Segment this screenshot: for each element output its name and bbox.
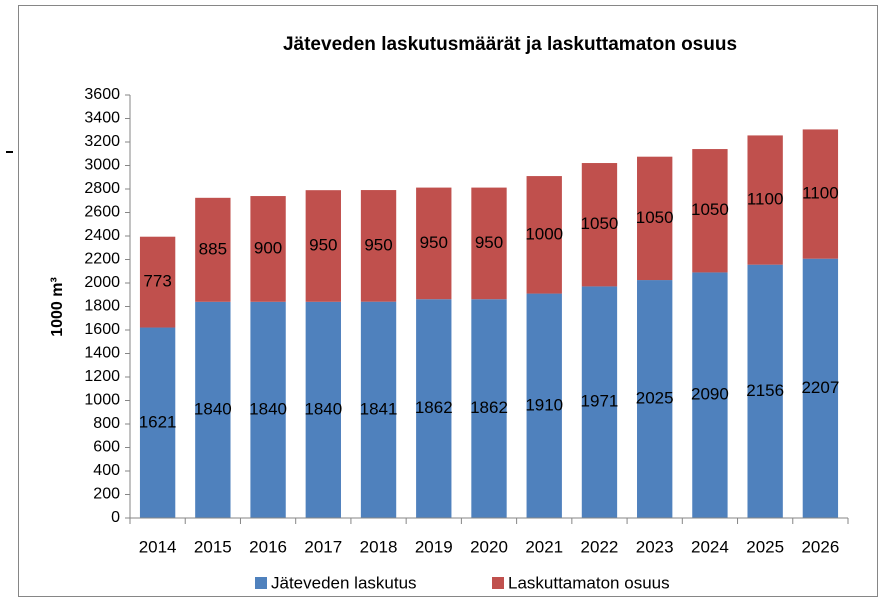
bar-segment bbox=[416, 187, 452, 300]
bar-segment bbox=[250, 196, 286, 302]
y-tick-label: 1400 bbox=[84, 345, 120, 362]
y-tick-label: 3400 bbox=[84, 110, 120, 127]
y-tick-label: 1800 bbox=[84, 298, 120, 315]
x-tick-label: 2024 bbox=[691, 537, 729, 556]
x-tick-label: 2019 bbox=[415, 537, 453, 556]
data-label: 1100 bbox=[802, 184, 839, 203]
data-label: 950 bbox=[364, 235, 392, 254]
y-tick-label: 400 bbox=[93, 462, 120, 479]
data-label: 950 bbox=[475, 233, 503, 252]
bar-segment bbox=[581, 163, 618, 287]
legend-swatch bbox=[255, 577, 267, 589]
y-tick-label: 1000 bbox=[84, 392, 120, 409]
bar-segment bbox=[305, 301, 341, 518]
chart-title: Jäteveden laskutusmäärät ja laskuttamato… bbox=[283, 34, 737, 55]
y-tick-label: 3600 bbox=[84, 86, 120, 103]
y-tick-label: 1200 bbox=[84, 368, 120, 385]
data-label: 1050 bbox=[581, 214, 619, 233]
bar-segment bbox=[637, 280, 673, 518]
data-label: 2025 bbox=[636, 389, 674, 408]
data-label: 1841 bbox=[360, 399, 398, 418]
y-tick-label: 2000 bbox=[84, 274, 120, 291]
legend-swatch bbox=[492, 577, 504, 589]
data-label: 1100 bbox=[747, 190, 784, 209]
y-tick-label: 2600 bbox=[84, 204, 120, 221]
bar-segment bbox=[526, 293, 562, 518]
bar-segment bbox=[637, 156, 673, 281]
bar-segment bbox=[692, 149, 728, 273]
data-label: 1971 bbox=[581, 392, 619, 411]
y-tick-label: 600 bbox=[93, 439, 120, 456]
bar-segment bbox=[802, 258, 839, 518]
data-label: 950 bbox=[420, 233, 448, 252]
bar-segment bbox=[195, 301, 231, 518]
data-label: 950 bbox=[309, 235, 337, 254]
bar-segment bbox=[802, 129, 839, 259]
data-label: 1050 bbox=[691, 200, 729, 219]
y-tick-label: 2400 bbox=[84, 227, 120, 244]
bar-segment bbox=[195, 197, 231, 302]
bar-segment bbox=[139, 327, 176, 518]
y-tick-label: 200 bbox=[93, 486, 120, 503]
data-label: 900 bbox=[254, 238, 282, 257]
bar-segment bbox=[360, 301, 397, 518]
y-tick-label: 2200 bbox=[84, 251, 120, 268]
y-axis-label: 1000 m³ bbox=[49, 277, 66, 337]
bar-segment bbox=[692, 272, 728, 518]
bar-segment bbox=[471, 299, 507, 518]
y-tick-label: 3000 bbox=[84, 157, 120, 174]
x-tick-label: 2017 bbox=[304, 537, 342, 556]
y-tick-label: 0 bbox=[111, 509, 120, 526]
x-tick-label: 2023 bbox=[636, 537, 674, 556]
data-label: 1621 bbox=[139, 412, 177, 431]
data-label: 1840 bbox=[304, 399, 342, 418]
x-tick-label: 2018 bbox=[360, 537, 398, 556]
data-label: 885 bbox=[199, 239, 227, 258]
data-label: 1000 bbox=[525, 224, 563, 243]
x-tick-label: 2021 bbox=[525, 537, 563, 556]
bar-segment bbox=[360, 190, 397, 302]
data-label: 1862 bbox=[415, 398, 453, 417]
x-tick-label: 2016 bbox=[249, 537, 287, 556]
legend-label: Laskuttamaton osuus bbox=[508, 573, 670, 592]
data-label: 1840 bbox=[194, 399, 232, 418]
data-label: 1050 bbox=[636, 208, 674, 227]
x-tick-label: 2026 bbox=[801, 537, 839, 556]
bar-segment bbox=[471, 187, 507, 300]
y-tick-label: 3200 bbox=[84, 133, 120, 150]
x-tick-label: 2022 bbox=[581, 537, 619, 556]
bar-segment bbox=[416, 299, 452, 518]
x-tick-label: 2020 bbox=[470, 537, 508, 556]
data-label: 1862 bbox=[470, 398, 508, 417]
legend-label: Jäteveden laskutus bbox=[271, 573, 417, 592]
data-label: 2207 bbox=[801, 378, 839, 397]
bar-segment bbox=[747, 135, 783, 265]
data-label: 773 bbox=[143, 272, 171, 291]
data-label: 2156 bbox=[746, 381, 784, 400]
data-label: 1910 bbox=[525, 395, 563, 414]
y-tick-label: 800 bbox=[93, 415, 120, 432]
bar-segment bbox=[526, 176, 562, 294]
x-tick-label: 2014 bbox=[139, 537, 177, 556]
bar-segment bbox=[305, 190, 341, 302]
y-tick-label: 2800 bbox=[84, 180, 120, 197]
bar-segment bbox=[581, 286, 618, 518]
data-label: 1840 bbox=[249, 399, 287, 418]
bar-segment bbox=[250, 301, 286, 518]
x-tick-label: 2015 bbox=[194, 537, 232, 556]
bar-segment bbox=[139, 236, 176, 328]
data-label: 2090 bbox=[691, 385, 729, 404]
x-tick-label: 2025 bbox=[746, 537, 784, 556]
bar-segment bbox=[747, 264, 783, 518]
y-tick-label: 1600 bbox=[84, 321, 120, 338]
